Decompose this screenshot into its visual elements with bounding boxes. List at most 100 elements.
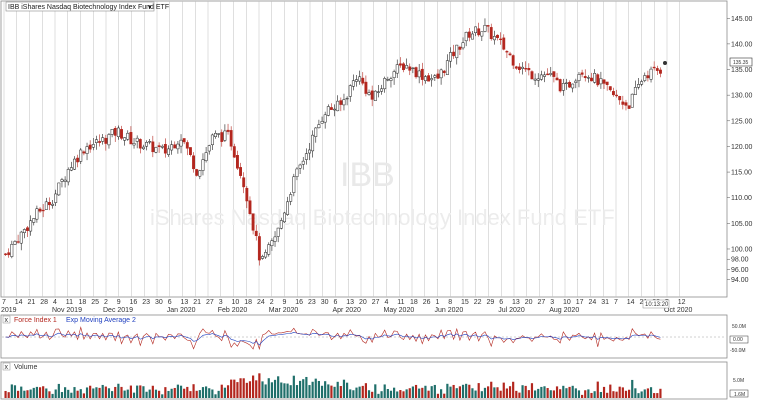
x-month-label: Mar 2020	[269, 307, 299, 314]
candle	[608, 86, 612, 92]
volume-bar	[305, 376, 308, 398]
candle	[439, 68, 443, 85]
volume-bar	[389, 390, 393, 398]
price-panel	[0, 0, 728, 298]
x-tick-label: 16	[295, 299, 303, 306]
volume-bar	[493, 387, 496, 398]
candle	[232, 143, 236, 158]
candle	[76, 154, 80, 168]
volume-bar	[530, 383, 534, 398]
x-tick-label: 13	[512, 299, 520, 306]
candle	[132, 138, 136, 149]
candle	[336, 95, 340, 112]
candle	[611, 87, 615, 97]
symbol-dropdown[interactable]: IBB iShares Nasdaq Biotechnology Index F…	[8, 4, 169, 11]
candle	[223, 124, 227, 143]
volume-bar	[79, 389, 82, 398]
time-box	[642, 299, 670, 309]
volume-bar	[443, 393, 446, 398]
candle	[210, 133, 214, 150]
volume-bar	[151, 385, 154, 398]
volume-bar	[402, 391, 405, 398]
candle	[85, 142, 89, 161]
volume-bar	[377, 393, 380, 398]
candle	[160, 144, 164, 150]
candle	[63, 176, 67, 188]
candle	[511, 54, 515, 70]
x-month-label: Feb 2020	[218, 307, 248, 314]
volume-bar	[364, 383, 367, 398]
candle	[104, 134, 108, 151]
force-close-button[interactable]	[2, 315, 11, 324]
volume-bar	[38, 387, 42, 398]
close-icon[interactable]: x	[5, 364, 9, 371]
candle	[267, 242, 271, 257]
x-tick-label: 18	[244, 299, 252, 306]
close-icon[interactable]: x	[5, 317, 9, 324]
candle	[57, 182, 61, 197]
volume-bar	[458, 386, 461, 398]
x-tick-label: 21	[28, 299, 36, 306]
volume-bar	[606, 392, 609, 398]
candle	[339, 97, 343, 112]
candle	[533, 73, 537, 85]
candle	[120, 125, 123, 141]
volume-bar	[158, 390, 161, 398]
volume-bar	[98, 387, 101, 398]
volume-bar	[483, 387, 487, 398]
x-tick-label: 7	[2, 299, 6, 306]
candle	[502, 34, 506, 51]
volume-bar	[534, 390, 537, 398]
x-month-label: Apr 2020	[333, 307, 362, 314]
candle	[179, 134, 183, 154]
candle	[530, 70, 534, 80]
candle	[630, 93, 634, 108]
candle	[555, 72, 559, 81]
volume-bar	[599, 391, 602, 398]
volume-bar	[465, 383, 468, 398]
candle	[69, 161, 73, 172]
volume-bar	[123, 390, 126, 398]
volume-bar	[245, 382, 248, 398]
chevron-down-icon[interactable]: ▾	[148, 4, 152, 11]
volume-bar	[562, 385, 565, 398]
candle	[561, 78, 565, 96]
volume-bar	[170, 388, 173, 398]
volume-bar	[656, 393, 659, 398]
volume-bar	[631, 379, 634, 398]
volume-bar	[54, 389, 57, 398]
volume-bar	[336, 381, 339, 398]
candle	[60, 177, 64, 188]
candle	[282, 211, 286, 224]
candle	[433, 74, 437, 81]
volume-bar	[408, 388, 411, 398]
candle	[383, 76, 387, 93]
volume-bar	[596, 381, 599, 398]
candle	[596, 73, 600, 87]
volume-close-button[interactable]	[2, 362, 11, 371]
symbol-dropdown-box[interactable]	[5, 1, 155, 12]
candle	[188, 147, 192, 157]
candle	[361, 72, 365, 86]
volume-bar	[371, 391, 374, 398]
volume-bar	[230, 379, 233, 398]
candle	[101, 134, 105, 145]
candle	[376, 84, 380, 98]
x-month-label: May 2020	[384, 307, 415, 314]
candle	[264, 249, 268, 259]
candle	[82, 150, 86, 156]
volume-bar	[283, 383, 286, 398]
volume-bar	[521, 385, 524, 398]
x-tick-label: 11	[66, 299, 73, 306]
volume-bar	[317, 380, 320, 398]
x-tick-label: 20	[359, 299, 367, 306]
volume-bar	[67, 389, 70, 398]
volume-series	[4, 373, 662, 398]
volume-bar	[189, 391, 192, 398]
volume-bar	[286, 383, 289, 398]
candle	[574, 78, 578, 89]
volume-bar	[223, 387, 226, 398]
x-tick-label: 26	[423, 299, 431, 306]
candle	[113, 126, 117, 142]
volume-bar	[164, 387, 167, 398]
